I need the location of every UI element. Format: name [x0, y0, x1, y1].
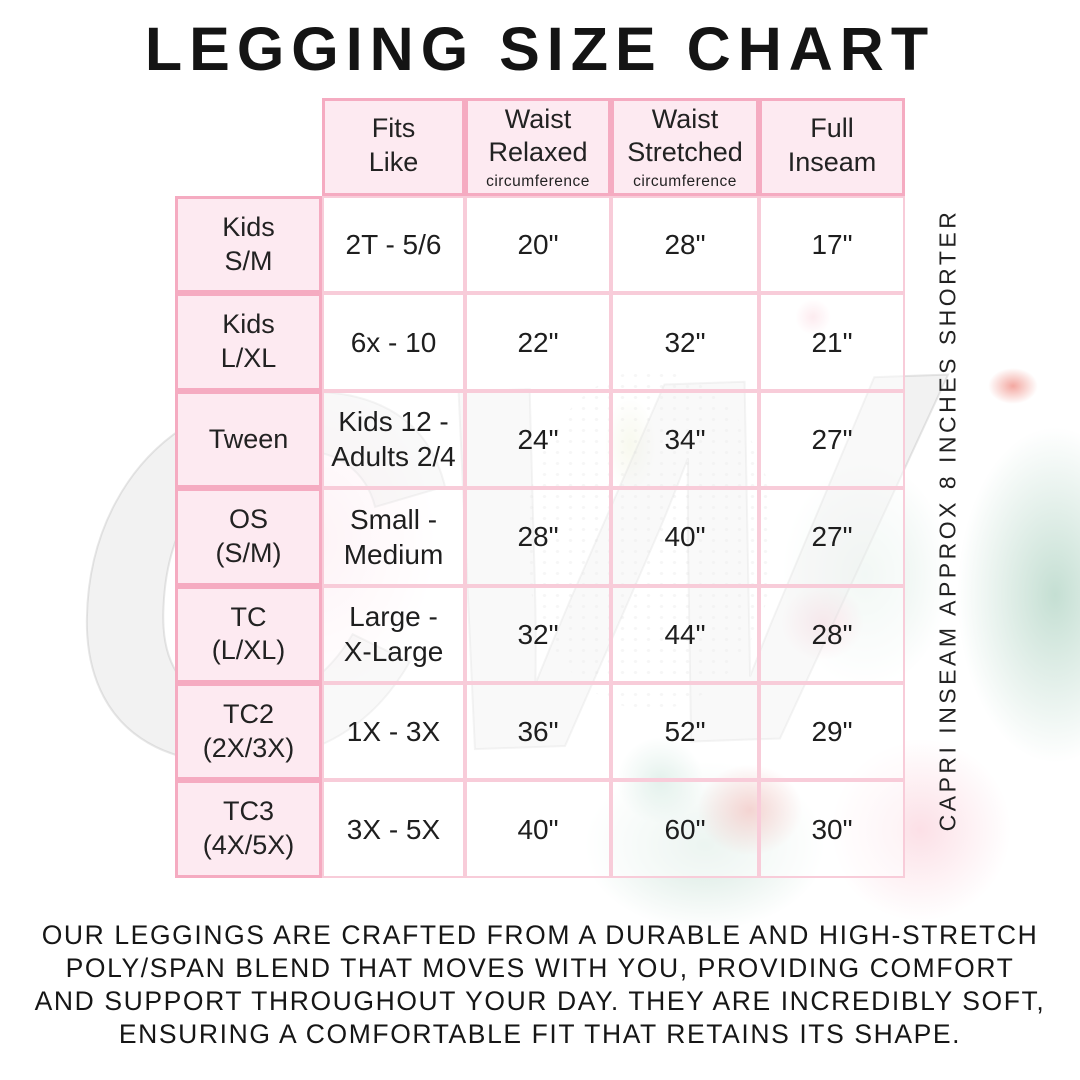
col-header-label: Fits Like	[368, 113, 419, 177]
capri-inseam-note: CAPRI INSEAM APPROX 8 INCHES SHORTER	[934, 208, 961, 832]
waist-stretched-cell: 32"	[611, 293, 759, 391]
row-label-tc: TC (L/XL)	[175, 585, 322, 683]
waist-relaxed-cell: 36"	[465, 682, 611, 781]
waist-stretched-cell: 28"	[611, 196, 759, 294]
col-header-waist-relaxed: Waist Relaxed circumference	[465, 98, 611, 196]
row-label-tween: Tween	[175, 390, 322, 489]
table-corner-spacer	[175, 98, 322, 196]
waist-relaxed-cell: 28"	[465, 488, 611, 586]
full-inseam-cell: 29"	[759, 682, 905, 781]
fits-like-cell: 1X - 3X	[322, 682, 465, 781]
cactus-flower-bud-art	[980, 362, 1046, 410]
size-table: Fits Like Waist Relaxed circumference Wa…	[175, 98, 905, 878]
col-header-sublabel: circumference	[633, 173, 737, 191]
waist-stretched-cell: 60"	[611, 780, 759, 878]
full-inseam-cell: 27"	[759, 390, 905, 489]
fits-like-cell: Small - Medium	[322, 488, 465, 586]
product-description: OUR LEGGINGS ARE CRAFTED FROM A DURABLE …	[30, 919, 1050, 1051]
fits-like-cell: 3X - 5X	[322, 780, 465, 878]
row-label-kids-sm: Kids S/M	[175, 196, 322, 294]
row-label-tc3: TC3 (4X/5X)	[175, 780, 322, 878]
waist-stretched-cell: 34"	[611, 390, 759, 489]
col-header-label: Waist Stretched	[627, 103, 743, 168]
col-header-fits-like: Fits Like	[322, 98, 465, 196]
page-title: LEGGING SIZE CHART	[144, 15, 936, 83]
description-line: ENSURING A COMFORTABLE FIT THAT RETAINS …	[118, 1019, 962, 1049]
full-inseam-cell: 17"	[759, 196, 905, 294]
col-header-label: Full Inseam	[787, 113, 877, 177]
col-header-label: Waist Relaxed	[488, 103, 588, 168]
fits-like-cell: Kids 12 - Adults 2/4	[322, 390, 465, 489]
waist-relaxed-cell: 20"	[465, 196, 611, 294]
fits-like-cell: Large - X-Large	[322, 585, 465, 683]
waist-relaxed-cell: 22"	[465, 293, 611, 391]
row-label-kids-lxl: Kids L/XL	[175, 293, 322, 391]
full-inseam-cell: 30"	[759, 780, 905, 878]
description-line: AND SUPPORT THROUGHOUT YOUR DAY. THEY AR…	[34, 986, 1046, 1016]
col-header-sublabel: circumference	[486, 173, 590, 191]
full-inseam-cell: 27"	[759, 488, 905, 586]
waist-relaxed-cell: 24"	[465, 390, 611, 489]
waist-stretched-cell: 52"	[611, 682, 759, 781]
waist-stretched-cell: 44"	[611, 585, 759, 683]
col-header-waist-stretched: Waist Stretched circumference	[611, 98, 759, 196]
fits-like-cell: 6x - 10	[322, 293, 465, 391]
col-header-full-inseam: Full Inseam	[759, 98, 905, 196]
waist-relaxed-cell: 40"	[465, 780, 611, 878]
description-line: POLY/SPAN BLEND THAT MOVES WITH YOU, PRO…	[65, 953, 1015, 983]
fits-like-cell: 2T - 5/6	[322, 196, 465, 294]
row-label-tc2: TC2 (2X/3X)	[175, 682, 322, 781]
description-line: OUR LEGGINGS ARE CRAFTED FROM A DURABLE …	[41, 920, 1039, 950]
full-inseam-cell: 28"	[759, 585, 905, 683]
row-label-os: OS (S/M)	[175, 488, 322, 586]
waist-relaxed-cell: 32"	[465, 585, 611, 683]
waist-stretched-cell: 40"	[611, 488, 759, 586]
full-inseam-cell: 21"	[759, 293, 905, 391]
